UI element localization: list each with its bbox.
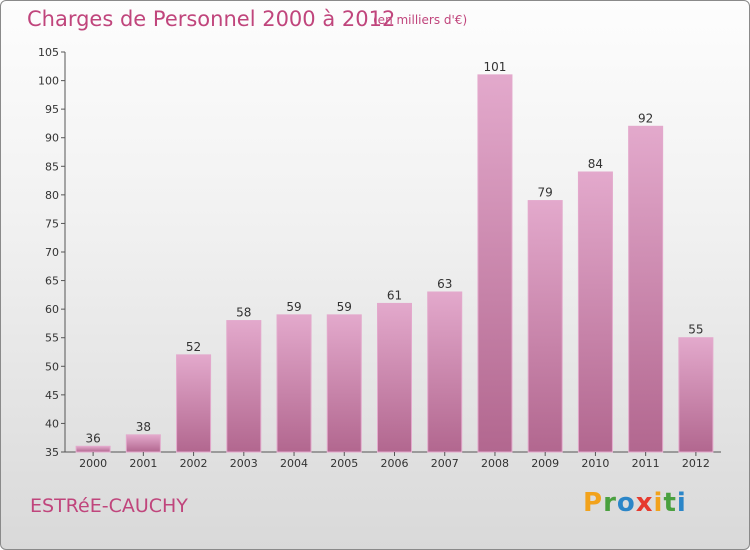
logo-letter: r bbox=[603, 488, 617, 518]
y-tick-label: 60 bbox=[45, 303, 59, 316]
bar-value-label: 101 bbox=[484, 60, 507, 74]
x-tick-label: 2003 bbox=[230, 457, 258, 470]
bar bbox=[577, 171, 613, 453]
logo-letter: x bbox=[635, 488, 654, 518]
x-tick-label: 2005 bbox=[330, 457, 358, 470]
y-tick-label: 55 bbox=[45, 332, 59, 345]
x-tick-label: 2011 bbox=[632, 457, 660, 470]
chart-title: Charges de Personnel 2000 à 2012 bbox=[27, 7, 396, 31]
bar bbox=[326, 314, 362, 453]
bar-value-label: 79 bbox=[538, 186, 553, 200]
bar bbox=[427, 291, 463, 453]
bar bbox=[527, 200, 563, 453]
bar bbox=[125, 434, 161, 453]
bar bbox=[477, 74, 513, 453]
bar-value-label: 59 bbox=[286, 300, 301, 314]
y-tick-label: 105 bbox=[38, 46, 59, 59]
bar-value-label: 92 bbox=[638, 111, 653, 125]
bar-value-label: 61 bbox=[387, 288, 402, 302]
bar-value-label: 58 bbox=[236, 306, 251, 320]
proxiti-logo[interactable]: Proxiti bbox=[583, 488, 687, 518]
x-tick-label: 2012 bbox=[682, 457, 710, 470]
x-tick-label: 2009 bbox=[531, 457, 559, 470]
y-tick-label: 45 bbox=[45, 389, 59, 402]
y-tick-label: 100 bbox=[38, 75, 59, 88]
x-tick-label: 2004 bbox=[280, 457, 308, 470]
chart-subtitle: (en milliers d'€) bbox=[373, 13, 468, 27]
y-tick-label: 50 bbox=[45, 360, 59, 373]
y-tick-label: 95 bbox=[45, 103, 59, 116]
x-tick-label: 2006 bbox=[381, 457, 409, 470]
location-name: ESTRéE-CAUCHY bbox=[30, 495, 188, 517]
logo-letter: P bbox=[583, 488, 604, 518]
y-tick-label: 35 bbox=[45, 446, 59, 459]
bar-value-label: 55 bbox=[688, 323, 703, 337]
y-tick-label: 90 bbox=[45, 132, 59, 145]
bar-value-label: 84 bbox=[588, 157, 603, 171]
logo-letter: o bbox=[616, 488, 636, 518]
bar bbox=[377, 302, 412, 453]
y-tick-label: 70 bbox=[45, 246, 59, 259]
logo-letter: i bbox=[676, 488, 687, 518]
bar-value-label: 38 bbox=[136, 420, 151, 434]
bar-value-label: 36 bbox=[85, 431, 100, 445]
bar bbox=[226, 320, 262, 453]
y-tick-label: 65 bbox=[45, 275, 59, 288]
bar-value-label: 63 bbox=[437, 277, 452, 291]
bar bbox=[75, 445, 111, 453]
x-tick-label: 2000 bbox=[79, 457, 107, 470]
bar-value-label: 59 bbox=[337, 300, 352, 314]
bar bbox=[628, 125, 664, 453]
y-tick-label: 85 bbox=[45, 160, 59, 173]
y-tick-label: 75 bbox=[45, 217, 59, 230]
x-tick-label: 2007 bbox=[431, 457, 459, 470]
x-tick-label: 2002 bbox=[180, 457, 208, 470]
bar bbox=[276, 314, 312, 453]
bar bbox=[678, 337, 714, 453]
y-tick-label: 80 bbox=[45, 189, 59, 202]
x-tick-label: 2001 bbox=[129, 457, 157, 470]
logo-letter: i bbox=[653, 488, 664, 518]
x-tick-label: 2010 bbox=[581, 457, 609, 470]
bar-value-label: 52 bbox=[186, 340, 201, 354]
x-tick-label: 2008 bbox=[481, 457, 509, 470]
y-tick-label: 40 bbox=[45, 417, 59, 430]
bar bbox=[176, 354, 212, 453]
logo-letter: t bbox=[663, 488, 677, 518]
